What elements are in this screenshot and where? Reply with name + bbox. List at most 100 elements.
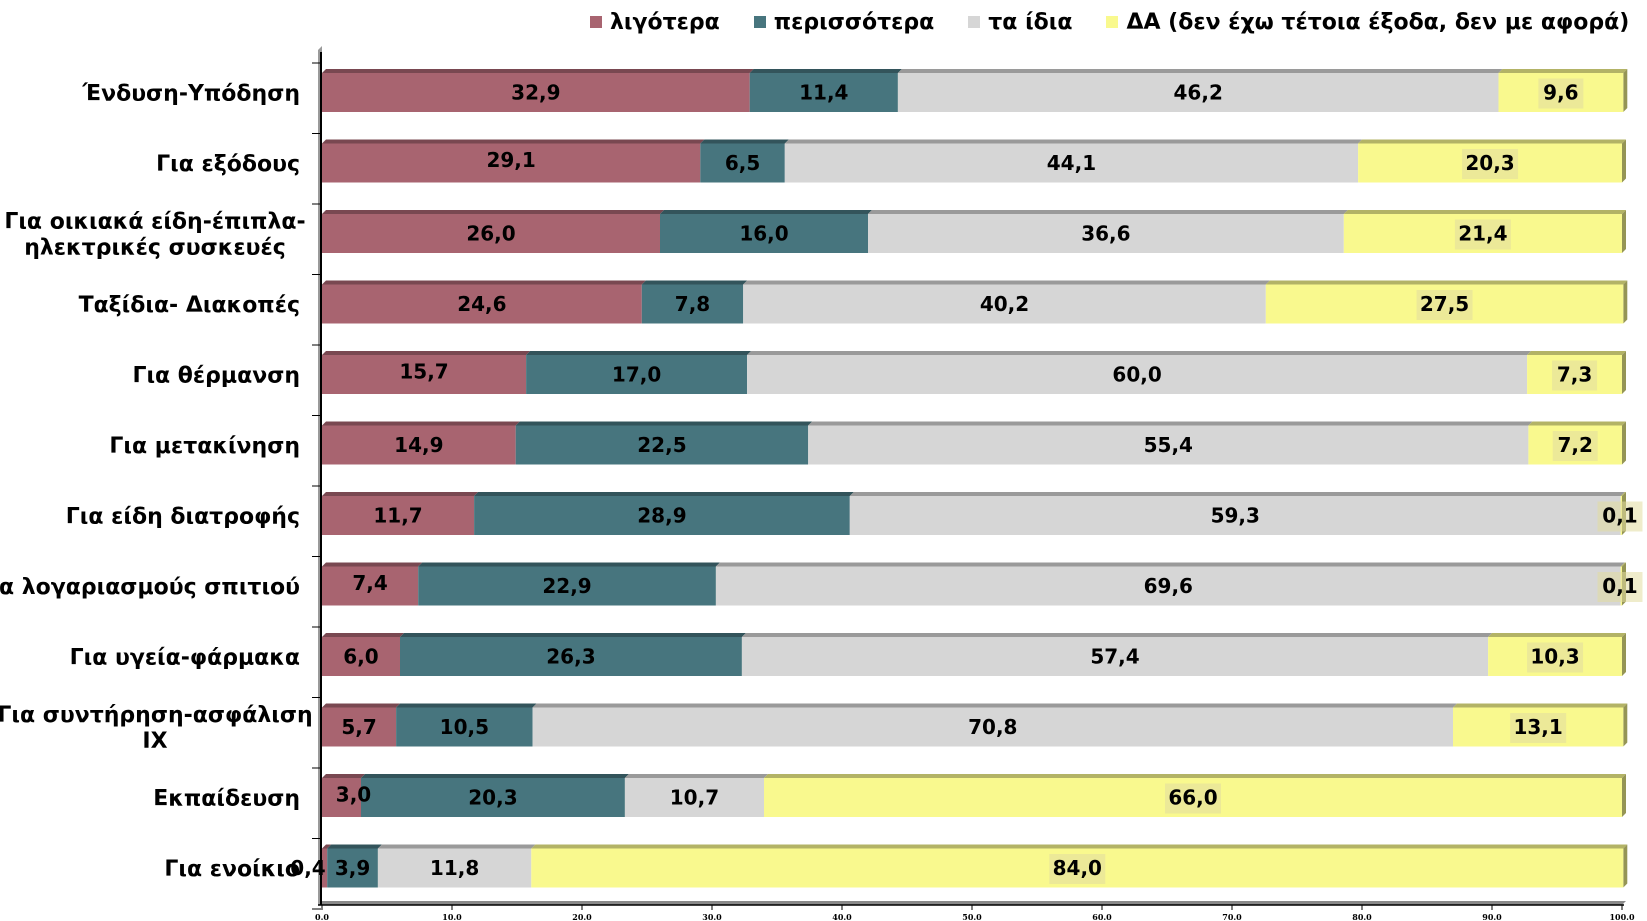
value-label: 44,1 [1047,151,1096,175]
value-label: 6,5 [725,151,760,175]
value-label: 7,3 [1557,363,1592,387]
legend-item-less: λιγότερα [590,10,720,35]
bar-segment [322,214,660,253]
value-label: 14,9 [394,433,443,457]
bar-segment-side [1623,844,1628,888]
bar-segment-top [531,844,1628,849]
bar-segment [322,637,400,676]
bar-segment-top [1343,210,1626,214]
value-label: 46,2 [1174,81,1223,105]
category-label: Για είδη διατροφής [66,505,300,530]
value-label: 24,6 [457,292,506,316]
bar-segment-top [743,280,1270,285]
category-label: Για εξόδους [156,152,300,177]
bar-segment [641,284,744,324]
category-label: Εκπαίδευση [153,787,300,812]
value-label-box [1416,290,1473,320]
bar-segment-top [849,492,1625,496]
category-label-line: Ταξίδια- Διακοπές [79,293,300,318]
bar-segment-top [322,351,531,355]
bar-segment-top [897,69,1503,73]
bar-segment [322,143,701,183]
axis-floor [318,901,1626,905]
value-label-box [1538,78,1584,109]
category-label: Για μετακίνηση [109,434,300,459]
bar-segment-side [1622,633,1626,676]
value-label: 7,4 [352,571,387,595]
value-label: 60,0 [1112,363,1161,387]
bar-segment [749,73,898,112]
bar-segment-top [764,774,1626,778]
value-label: 40,2 [980,292,1029,316]
value-label: 22,9 [542,574,591,598]
bar-segment-top [624,774,768,778]
bar-segment [741,637,1489,676]
bar-segment-top [1265,280,1628,285]
bar-segment [897,73,1499,112]
value-label-box [1462,149,1519,179]
bar-segment [322,425,516,465]
bar-segment-top [515,421,813,426]
bar-segment [322,566,419,606]
bar-segment-top [322,703,401,708]
bar-segment [660,214,868,253]
bar-segment-top [784,139,1363,144]
legend-label-less: λιγότερα [610,9,720,35]
bar-segment [526,355,748,394]
category-label: Για υγεία-φάρμακα [70,646,300,671]
value-label: 9,6 [1543,81,1578,105]
bar-segment-side [1622,210,1626,253]
legend-item-na: ΔΑ (δεν έχω τέτοια έξοδα, δεν με αφορά) [1106,10,1629,35]
value-label: 20,3 [468,786,517,810]
value-label: 70,8 [968,715,1017,739]
bar-segment-top [377,844,536,849]
value-label-box [1552,431,1598,461]
bar-segment [624,778,764,817]
bar-segment [361,778,625,817]
x-tick-label: 40.0 [832,912,852,921]
value-label: 29,1 [486,148,535,172]
bar-segment-side [1622,774,1626,817]
category-label: Για λογαριασμούς σπιτιού [0,575,300,600]
legend-label-more: περισσότερα [773,9,935,35]
bar-segment-top [322,562,423,567]
bar-segment [327,848,378,888]
value-label: 7,8 [675,292,710,316]
bar-segment-top [322,844,332,849]
bar-segment [322,496,475,535]
value-label: 3,9 [335,856,370,880]
value-label: 36,6 [1081,222,1130,246]
value-label: 28,9 [637,504,686,528]
category-label-line: Εκπαίδευση [153,787,300,812]
bar-segment-top [322,492,479,496]
bar-segment-top [1528,421,1626,426]
value-label: 13,1 [1513,715,1562,739]
value-label: 5,7 [341,715,376,739]
bar-segment-top [747,351,1532,355]
value-label: 27,5 [1420,292,1469,316]
category-label-line: Ένδυση-Υπόδηση [81,82,300,107]
value-label: 17,0 [612,363,661,387]
bar-segment [396,707,533,747]
value-label: 26,3 [546,645,595,669]
bar-segment [322,707,397,747]
category-label-line: Για μετακίνηση [109,434,300,459]
category-label-line: Για ενοίκιο [164,857,300,882]
value-label: 11,4 [799,81,848,105]
bar-segment [400,637,742,676]
value-label: 6,0 [343,645,378,669]
bar-segment [474,496,850,535]
bar-segment-top [361,774,629,778]
bar-segment-top [322,69,754,73]
bar-segment-top [418,562,720,567]
category-label: Για συντήρηση-ασφάλιση ΙΧ [0,703,313,754]
category-label-line: Για λογαριασμούς σπιτιού [0,575,300,600]
value-label-box [1049,854,1106,884]
bar-segment-top [1488,633,1626,637]
x-tick-label: 90.0 [1482,912,1502,921]
bar-segment [849,496,1621,535]
category-label: Ένδυση-Υπόδηση [81,82,300,107]
bar-segment [418,566,716,606]
value-label-box [1552,360,1598,391]
value-label: 10,5 [440,715,489,739]
